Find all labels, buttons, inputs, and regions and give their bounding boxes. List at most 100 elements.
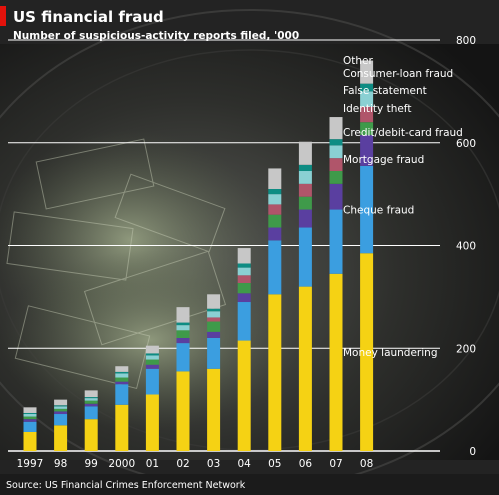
bar-segment [145,394,159,451]
bar-segment [237,267,251,276]
bar-segment [360,106,374,123]
bar-segment [329,171,343,184]
bar-segment [207,308,221,312]
bar-segment [268,214,282,228]
bar-segment [298,141,312,165]
bar-segment [329,145,343,159]
bar-segment [329,209,343,274]
bar-segment [329,117,343,140]
bar-segment [329,139,343,146]
bar-segment [207,337,221,369]
bar-segment [268,194,282,205]
bar-segment [23,412,37,415]
bar-segment [84,406,98,420]
bar-segment [176,325,190,331]
x-tick-label: 04 [238,458,252,470]
bar-segment [298,183,312,197]
bar-segment [145,359,159,365]
x-axis-ticks: 1997 98 99 2000 01 02 03 04 05 06 07 08 [17,458,374,470]
bar-segment [54,406,68,409]
bar-segment [115,381,129,385]
bar-segment [207,368,221,451]
bar-segment [298,286,312,451]
bar-segment [23,421,37,432]
bar-segment [54,411,68,415]
bar-segment [145,353,159,356]
x-tick-label: 99 [85,458,98,470]
bar-segment [54,399,68,406]
legend: Money laundering Cheque fraud Mortgage fra… [343,55,463,359]
x-tick-label: 03 [207,458,220,470]
chart-subtitle: Number of suspicious-activity reports fi… [13,30,299,42]
title-accent-bar [0,6,6,26]
bar-segment [84,390,98,398]
bar-segment [176,307,190,323]
bar-segment [84,400,98,404]
bar-segment [360,122,374,136]
bar-segment [268,204,282,215]
bar-segment [115,384,129,405]
bar-segment [84,397,98,399]
bar-segment [298,227,312,287]
bar-segment [84,419,98,451]
bar-segment [360,91,374,107]
bar-segment [176,371,190,451]
bars [23,60,374,451]
legend-label: Consumer-loan fraud [343,68,453,80]
x-tick-label: 2000 [108,458,135,470]
bar-segment [176,343,190,372]
bar-segment [23,431,37,451]
y-axis-ticks: 0 200 400 600 800 [456,35,476,458]
bar-segment [84,403,98,407]
x-tick-label: 05 [268,458,281,470]
source-strip [0,474,499,495]
bar-segment [237,283,251,294]
chart-title: US financial fraud [13,8,164,26]
bar-segment [115,373,129,378]
bar-segment [145,364,159,369]
bar-segment [237,263,251,268]
bar-segment [54,405,68,407]
bar-segment [145,345,159,354]
bar-segment [360,60,374,84]
bar-segment [298,209,312,228]
bar-segment [54,425,68,451]
bar-segment [207,331,221,338]
bar-segment [360,135,374,166]
bar-segment [115,371,129,374]
x-tick-label: 08 [360,458,373,470]
bar-segment [360,165,374,254]
bar-segment [298,171,312,184]
bar-segment [237,340,251,451]
legend-label: Mortgage fraud [343,154,424,166]
bar-segment [207,317,221,322]
y-tick-label: 400 [456,241,476,253]
bar-segment [176,330,190,338]
bar-segment [54,408,68,412]
bar-segment [268,188,282,195]
bar-segment [329,273,343,451]
bar-segment [54,414,68,426]
bar-segment [237,293,251,303]
source-note: Source: US Financial Crimes Enforcement … [6,480,246,491]
bar-segment [237,302,251,341]
bar-segment [268,168,282,189]
bar-segment [237,275,251,284]
bar-segment [268,227,282,241]
bar-segment [115,377,129,382]
legend-label: Cheque fraud [343,205,414,217]
bar-segment [329,158,343,172]
bar-segment [298,164,312,172]
bar-segment [84,398,98,401]
x-tick-label: 06 [299,458,313,470]
bar-segment [145,368,159,395]
bar-segment [145,355,159,360]
bar-segment [360,253,374,451]
bar-segment [268,294,282,451]
y-tick-label: 600 [456,138,476,150]
bar-segment [23,416,37,420]
bar-segment [176,322,190,326]
bar-segment [115,404,129,451]
